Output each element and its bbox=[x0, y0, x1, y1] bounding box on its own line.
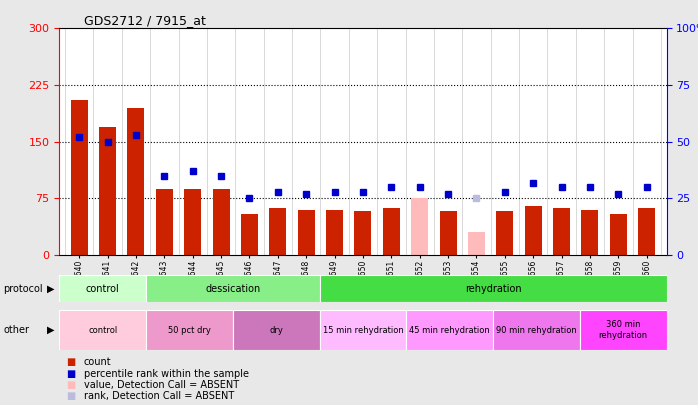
Bar bbox=[496, 211, 513, 255]
Text: value, Detection Call = ABSENT: value, Detection Call = ABSENT bbox=[84, 380, 239, 390]
Bar bbox=[59, 310, 146, 350]
Text: count: count bbox=[84, 358, 112, 367]
Text: ■: ■ bbox=[66, 392, 75, 401]
Text: 15 min rehydration: 15 min rehydration bbox=[322, 326, 403, 335]
Text: other: other bbox=[3, 325, 29, 335]
Text: 90 min rehydration: 90 min rehydration bbox=[496, 326, 577, 335]
Text: 45 min rehydration: 45 min rehydration bbox=[409, 326, 490, 335]
Bar bbox=[99, 127, 116, 255]
Bar bbox=[146, 310, 233, 350]
Bar bbox=[184, 189, 201, 255]
Text: 360 min
rehydration: 360 min rehydration bbox=[599, 320, 648, 340]
Bar bbox=[610, 213, 627, 255]
Text: protocol: protocol bbox=[3, 284, 43, 294]
Text: ▶: ▶ bbox=[47, 325, 55, 335]
Bar bbox=[581, 210, 598, 255]
Bar bbox=[320, 275, 667, 302]
Bar bbox=[213, 189, 230, 255]
Text: control: control bbox=[88, 326, 117, 335]
Bar bbox=[70, 100, 88, 255]
Text: rehydration: rehydration bbox=[465, 284, 521, 294]
Bar bbox=[355, 211, 371, 255]
Bar bbox=[297, 210, 315, 255]
Text: 50 pct dry: 50 pct dry bbox=[168, 326, 211, 335]
Text: ■: ■ bbox=[66, 358, 75, 367]
Text: percentile rank within the sample: percentile rank within the sample bbox=[84, 369, 248, 379]
Bar bbox=[326, 210, 343, 255]
Bar bbox=[580, 310, 667, 350]
Bar bbox=[493, 310, 580, 350]
Bar bbox=[156, 189, 173, 255]
Bar bbox=[525, 206, 542, 255]
Bar bbox=[383, 208, 400, 255]
Text: ■: ■ bbox=[66, 369, 75, 379]
Bar bbox=[269, 208, 286, 255]
Bar bbox=[468, 232, 485, 255]
Bar bbox=[233, 310, 320, 350]
Bar bbox=[128, 108, 144, 255]
Bar bbox=[146, 275, 320, 302]
Text: control: control bbox=[86, 284, 119, 294]
Text: ▶: ▶ bbox=[47, 284, 55, 294]
Bar bbox=[59, 275, 146, 302]
Bar bbox=[440, 211, 456, 255]
Bar bbox=[241, 213, 258, 255]
Bar bbox=[406, 310, 493, 350]
Text: dessication: dessication bbox=[205, 284, 260, 294]
Bar bbox=[411, 198, 429, 255]
Bar bbox=[638, 208, 655, 255]
Text: dry: dry bbox=[269, 326, 283, 335]
Text: ■: ■ bbox=[66, 380, 75, 390]
Text: rank, Detection Call = ABSENT: rank, Detection Call = ABSENT bbox=[84, 392, 234, 401]
Bar bbox=[320, 310, 406, 350]
Text: GDS2712 / 7915_at: GDS2712 / 7915_at bbox=[84, 14, 206, 27]
Bar bbox=[553, 208, 570, 255]
